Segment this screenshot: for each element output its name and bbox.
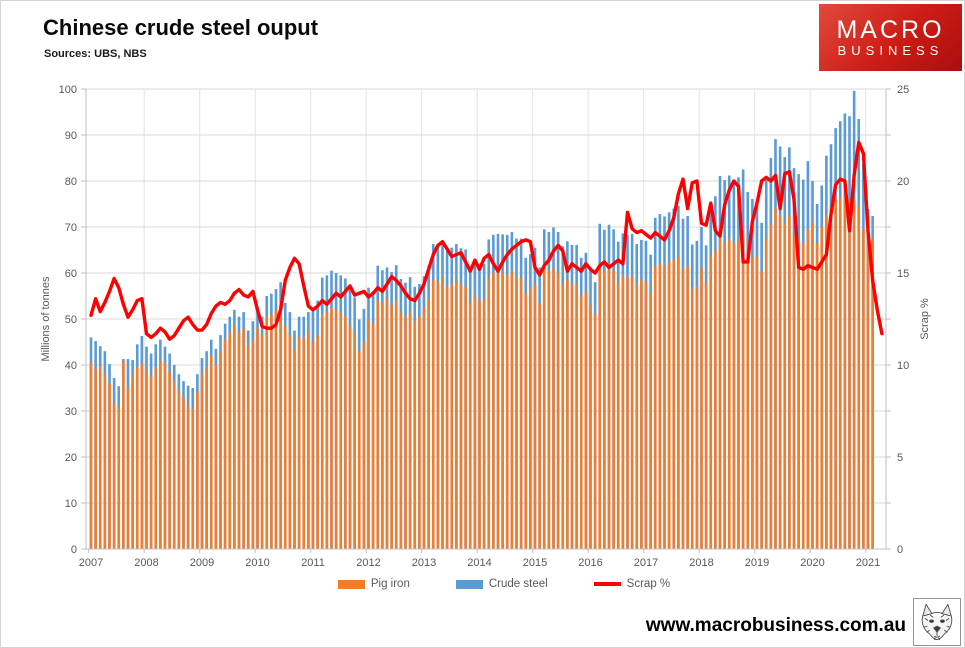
legend-item-scrap: Scrap % [593,578,671,590]
logo-line1: MACRO [836,15,945,44]
legend-item-pig-iron: Pig iron [337,578,410,590]
svg-text:2011: 2011 [301,557,325,569]
chart-title: Chinese crude steel ouput [43,15,319,40]
wolf-sketch-drawing [921,603,953,641]
chart-legend: Pig iron Crude steel Scrap % [104,578,904,590]
svg-text:60: 60 [65,268,77,280]
axis-tick-labels: 0 10 20 30 40 50 60 70 80 90 100 0 5 10 15 20 25 2007 2008… [59,84,910,569]
axes [81,88,891,553]
svg-text:2020: 2020 [800,557,824,569]
svg-text:5: 5 [897,452,903,464]
svg-text:2014: 2014 [467,557,491,569]
legend-label: Scrap % [626,578,671,590]
chart-sources: Sources: UBS, NBS [44,48,147,60]
legend-label: Pig iron [370,578,410,590]
svg-text:40: 40 [65,360,77,372]
svg-text:2016: 2016 [578,557,602,569]
svg-text:30: 30 [65,406,77,418]
svg-text:2019: 2019 [745,557,769,569]
svg-text:2007: 2007 [79,557,103,569]
svg-text:2008: 2008 [134,557,158,569]
svg-text:10: 10 [65,498,77,510]
svg-text:90: 90 [65,130,77,142]
svg-text:80: 80 [65,176,77,188]
svg-text:0: 0 [71,544,77,556]
svg-text:10: 10 [897,360,909,372]
svg-text:20: 20 [897,176,909,188]
svg-text:2018: 2018 [689,557,713,569]
svg-text:2013: 2013 [412,557,436,569]
crude-steel-swatch-icon [455,579,483,589]
legend-label: Crude steel [488,578,548,590]
svg-text:Scrap %: Scrap % [919,298,931,340]
svg-text:2015: 2015 [523,557,547,569]
svg-text:2021: 2021 [856,557,880,569]
legend-item-crude-steel: Crude steel [455,578,548,590]
svg-text:15: 15 [897,268,909,280]
svg-text:25: 25 [897,84,909,96]
svg-text:Millions of tonnes: Millions of tonnes [40,276,52,361]
svg-text:100: 100 [59,84,77,96]
svg-text:0: 0 [897,544,903,556]
wolf-logo-icon [913,598,961,646]
svg-text:2017: 2017 [634,557,658,569]
axis-titles: Millions of tonnes Scrap % [40,276,931,361]
svg-text:20: 20 [65,452,77,464]
svg-text:50: 50 [65,314,77,326]
svg-text:70: 70 [65,222,77,234]
svg-text:2009: 2009 [190,557,214,569]
svg-text:2010: 2010 [245,557,269,569]
svg-text:2012: 2012 [356,557,380,569]
scrap-line [89,140,884,341]
scrap-line-swatch-icon [593,582,621,586]
logo-line2: BUSINESS [837,42,944,58]
pig-iron-swatch-icon [337,579,365,589]
website-url: www.macrobusiness.com.au [645,615,906,636]
bars-pig-iron [89,194,874,550]
macrobusiness-logo: MACRO BUSINESS [819,4,962,71]
